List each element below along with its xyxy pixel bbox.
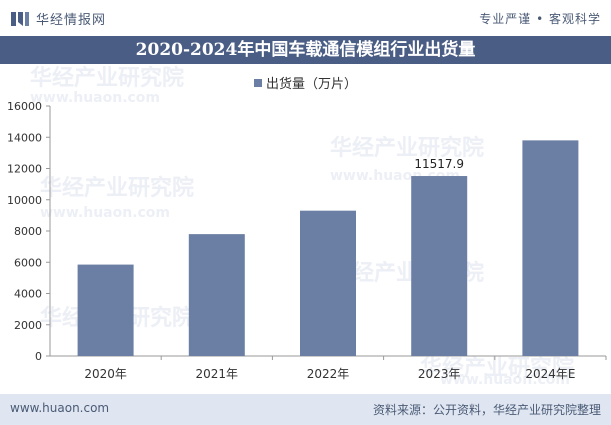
x-tick-label: 2023年 [418,367,461,381]
chart-legend: 出货量（万片） [0,73,611,92]
footer: www.huaon.com 资料来源：公开资料，华经产业研究院整理 [0,394,611,425]
bar [300,210,356,356]
y-tick-label: 2000 [14,319,42,332]
top-header: 华经情报网 专业严谨 • 客观科学 [0,0,611,36]
brand-name: 华经情报网 [36,13,107,28]
slogan: 专业严谨 • 客观科学 [479,12,601,26]
logo-icon [11,11,29,26]
bar-chart: 0 2000 4000 6000 8000 10000 12000 14000 16000 202… [7,100,607,381]
legend-swatch [253,79,262,87]
footer-source: 资料来源：公开资料，华经产业研究院整理 [372,403,601,417]
y-tick-label: 12000 [7,163,42,176]
y-tick-label: 10000 [7,194,42,207]
y-tick-label: 0 [35,350,42,363]
data-label: 11517.9 [414,157,464,171]
y-tick-label: 4000 [14,288,42,301]
footer-website[interactable]: www.huaon.com [10,401,110,415]
y-tick-label: 14000 [7,131,42,144]
bar [77,264,134,356]
x-tick-label: 2020年 [84,367,127,381]
y-tick-label: 8000 [14,225,42,238]
x-tick-label: 2021年 [196,367,239,381]
bar [411,176,468,356]
bar [522,140,579,356]
y-tick-label: 6000 [14,256,42,269]
legend-label: 出货量（万片） [265,77,357,92]
bar [188,234,245,356]
x-tick-label: 2024年E [525,367,575,381]
y-tick-label: 16000 [7,100,42,113]
brand-logo[interactable]: 华经情报网 [10,9,106,28]
x-tick-label: 2022年 [307,367,350,381]
chart-title: 2020-2024年中国车载通信模组行业出货量 [0,36,611,64]
